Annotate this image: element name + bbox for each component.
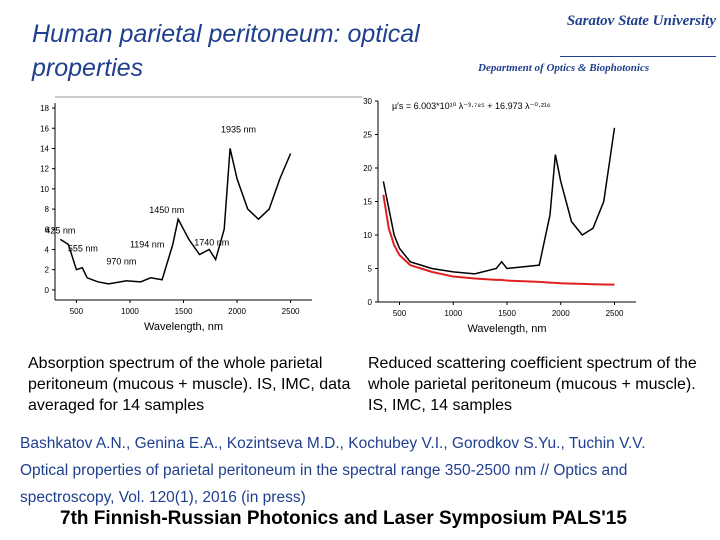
- y-tick-label: 8: [45, 205, 50, 214]
- y-tick-label: 15: [363, 198, 372, 207]
- y-tick-label: 16: [40, 124, 49, 133]
- y-tick-label: 10: [363, 231, 372, 240]
- y-tick-label: 25: [363, 131, 372, 140]
- annotation: 1740 nm: [194, 237, 229, 247]
- caption: Reduced scattering coefficient spectrum …: [368, 355, 697, 414]
- x-axis-label: Wavelength, nm: [144, 321, 223, 333]
- data-line: [59, 148, 292, 285]
- x-tick-label: 500: [70, 307, 84, 316]
- x-tick-label: 1000: [121, 307, 139, 316]
- formula: µ′s = 6.003*10¹⁰ λ⁻³·⁷⁸⁵ + 16.973 λ⁻⁰·²¹…: [392, 101, 551, 111]
- x-axis-label: Wavelength, nm: [467, 323, 546, 335]
- x-tick-label: 500: [393, 309, 407, 318]
- y-tick-label: 18: [40, 104, 49, 113]
- y-tick-label: 10: [40, 185, 49, 194]
- y-tick-label: 6: [45, 225, 50, 234]
- slide-title: Human parietal peritoneum: optical prope…: [32, 20, 420, 82]
- annotation: 1194 nm: [130, 239, 164, 249]
- data-line: [382, 194, 615, 286]
- caption: Absorption spectrum of the whole parieta…: [28, 355, 351, 414]
- data-line: [382, 127, 616, 275]
- y-tick-label: 0: [368, 298, 373, 307]
- x-tick-label: 2500: [606, 309, 624, 318]
- y-tick-label: 30: [363, 97, 372, 106]
- y-tick-label: 2: [45, 266, 50, 275]
- x-tick-label: 2000: [228, 307, 246, 316]
- reference: Bashkatov A.N., Genina E.A., Kozintseva …: [20, 435, 646, 507]
- university: Saratov State University: [566, 13, 716, 29]
- rule: [560, 56, 716, 57]
- x-tick-label: 1000: [444, 309, 462, 318]
- x-tick-label: 2500: [282, 307, 300, 316]
- y-tick-label: 5: [368, 265, 373, 274]
- x-tick-label: 2000: [552, 309, 570, 318]
- x-tick-label: 1500: [498, 309, 516, 318]
- annotation: 425 nm: [45, 225, 75, 235]
- annotation: 1450 nm: [149, 205, 184, 215]
- y-tick-label: 12: [40, 165, 49, 174]
- y-tick-label: 4: [45, 245, 50, 254]
- footer: 7th Finnish-Russian Photonics and Laser …: [60, 508, 627, 529]
- x-tick-label: 1500: [175, 307, 193, 316]
- annotation: 555 nm: [68, 244, 98, 254]
- department: Department of Optics & Biophotonics: [478, 62, 650, 74]
- annotation: 1935 nm: [221, 124, 256, 134]
- charts: 0 2 4 6 8 10 12 14 16 18 500 1000 1500 2000 2500 Wavele…: [40, 96, 636, 335]
- y-tick-label: 0: [45, 286, 50, 295]
- y-tick-label: 14: [40, 144, 49, 153]
- y-tick-label: 20: [363, 164, 372, 173]
- annotation: 970 nm: [106, 257, 136, 267]
